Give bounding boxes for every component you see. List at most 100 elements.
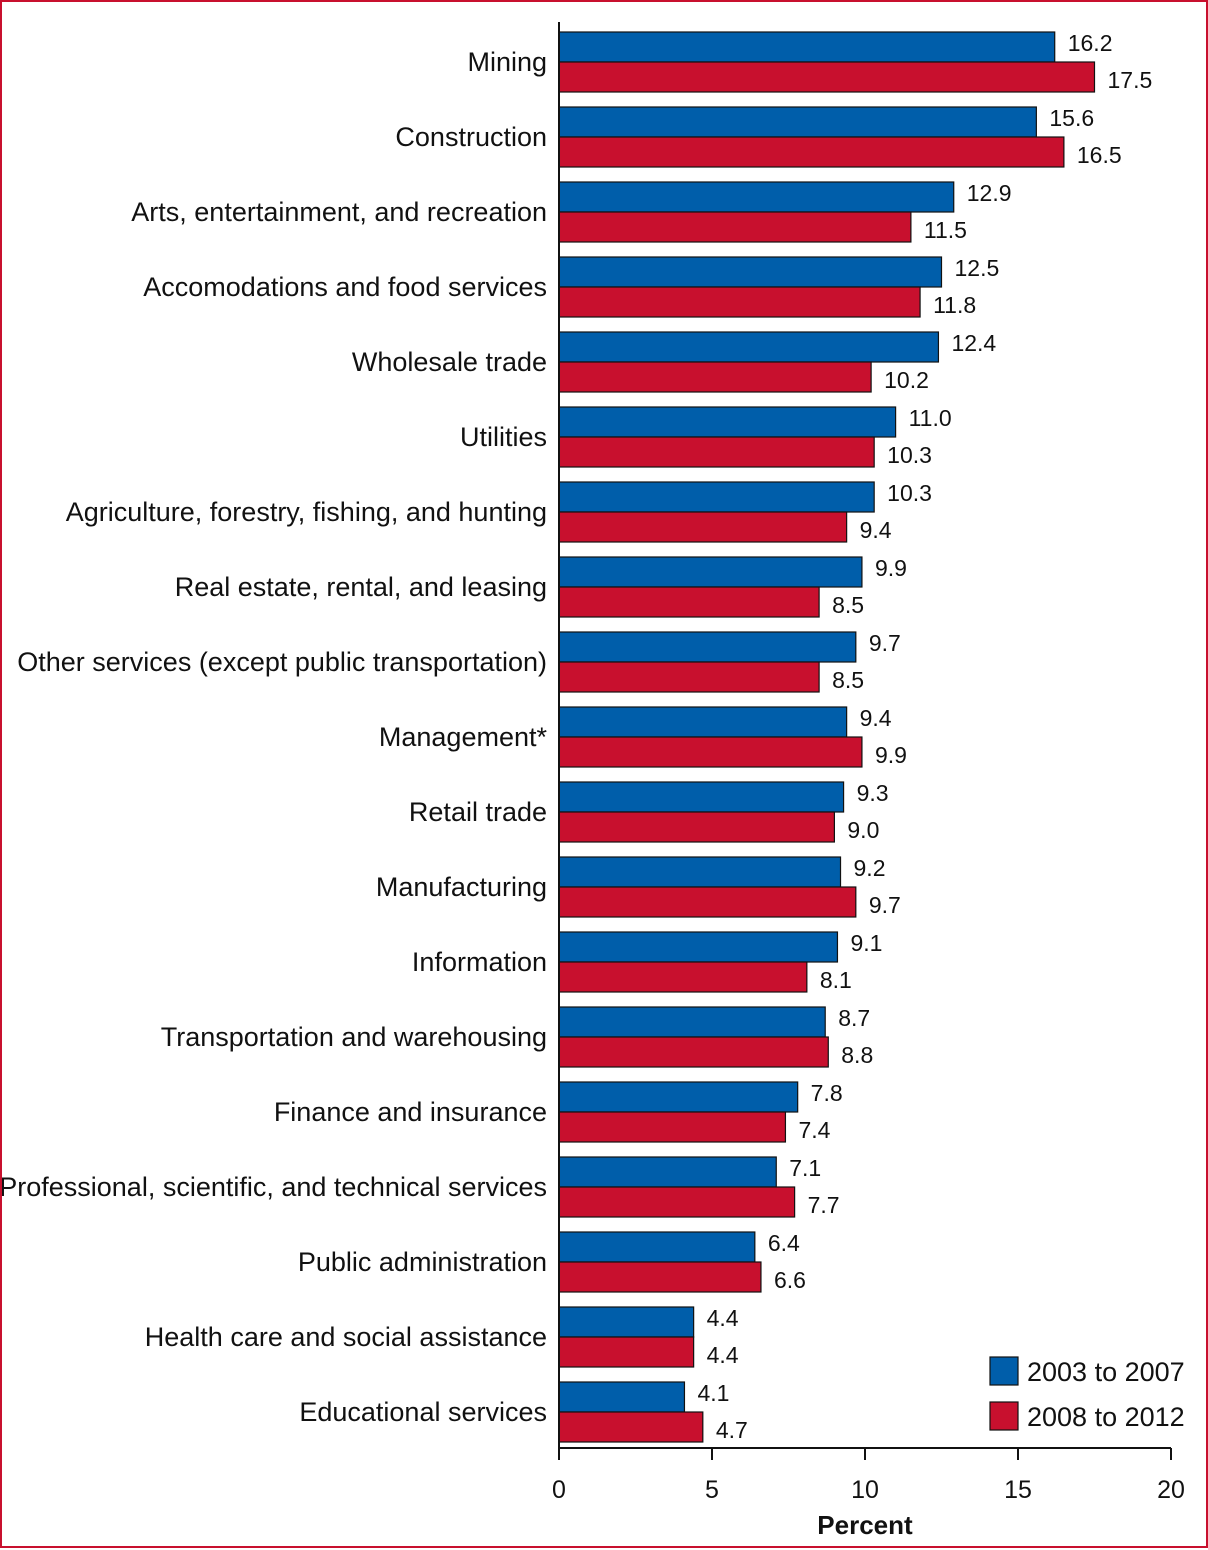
data-label: 16.2 <box>1068 30 1113 56</box>
category-label: Wholesale trade <box>352 347 547 377</box>
data-label: 6.6 <box>774 1267 806 1293</box>
data-label: 17.5 <box>1108 67 1153 93</box>
bar-2003-2007 <box>558 856 842 888</box>
data-label: 7.4 <box>798 1117 830 1143</box>
bar-2003-2007 <box>558 106 1037 138</box>
bar-2008-2012 <box>558 586 820 618</box>
bar-2008-2012 <box>558 1336 695 1368</box>
data-label: 9.7 <box>869 630 901 656</box>
bar-2008-2012 <box>558 286 921 318</box>
data-label: 10.3 <box>887 480 932 506</box>
data-label: 8.5 <box>832 592 864 618</box>
data-label: 7.1 <box>789 1155 821 1181</box>
category-label: Information <box>412 947 547 977</box>
value-labels: 16.2 17.5 15.6 16.5 12.911.5 12.5 11.8 12.4 10.2… <box>697 30 1152 1443</box>
bar-2008-2012 <box>558 211 912 243</box>
data-label: 10.3 <box>887 442 932 468</box>
bar-2008-2012 <box>558 436 875 468</box>
data-label: 9.9 <box>875 555 907 581</box>
data-label: 9.9 <box>875 742 907 768</box>
bar-2008-2012 <box>558 136 1065 168</box>
category-label: Finance and insurance <box>274 1097 547 1127</box>
bar-2008-2012 <box>558 511 848 543</box>
category-label: Management* <box>379 722 548 752</box>
category-label: Accomodations and food services <box>143 272 547 302</box>
bar-2003-2007 <box>558 781 845 813</box>
bar-2003-2007 <box>558 331 940 363</box>
bar-2008-2012 <box>558 361 872 393</box>
data-label: 9.2 <box>854 855 886 881</box>
category-label: Agriculture, forestry, fishing, and hunt… <box>66 497 547 527</box>
category-label: Public administration <box>298 1247 547 1277</box>
data-label: 9.4 <box>860 705 892 731</box>
x-tick-label: 0 <box>552 1476 566 1504</box>
bar-2003-2007 <box>558 556 863 588</box>
legend-swatch-2008-2012 <box>989 1401 1019 1431</box>
bar-2008-2012 <box>558 961 808 993</box>
data-label: 6.4 <box>768 1230 800 1256</box>
data-label: 4.1 <box>697 1380 729 1406</box>
data-label: 8.8 <box>841 1042 873 1068</box>
legend: 2003 to 2007 2008 to 2012 <box>989 1356 1185 1432</box>
data-label: 8.5 <box>832 667 864 693</box>
bar-2008-2012 <box>558 811 835 843</box>
category-label: Health care and social assistance <box>145 1322 547 1352</box>
data-label: 12.4 <box>951 330 996 356</box>
bar-2008-2012 <box>558 61 1096 93</box>
bar-2008-2012 <box>558 736 863 768</box>
data-label: 9.0 <box>847 817 879 843</box>
x-tick-label: 10 <box>851 1476 879 1504</box>
category-label: Utilities <box>460 422 547 452</box>
data-label: 11.0 <box>909 405 952 431</box>
category-label: Other services (except public transporta… <box>17 647 547 677</box>
category-label: Retail trade <box>409 797 547 827</box>
category-label: Professional, scientific, and technical … <box>2 1172 547 1202</box>
legend-swatch-2003-2007 <box>989 1356 1019 1386</box>
data-label: 7.7 <box>808 1192 840 1218</box>
data-label: 12.9 <box>967 180 1012 206</box>
category-label: Transportation and warehousing <box>161 1022 547 1052</box>
bar-2003-2007 <box>558 1381 686 1413</box>
bar-2003-2007 <box>558 1081 799 1113</box>
bar-2008-2012 <box>558 661 820 693</box>
bar-2003-2007 <box>558 1156 777 1188</box>
bar-2008-2012 <box>558 1261 762 1293</box>
legend-label: 2008 to 2012 <box>1027 1402 1185 1432</box>
bar-2008-2012 <box>558 1036 829 1068</box>
data-label: 4.4 <box>707 1342 739 1368</box>
data-label: 8.1 <box>820 967 852 993</box>
legend-label: 2003 to 2007 <box>1027 1357 1185 1387</box>
bar-2003-2007 <box>558 1006 826 1038</box>
bar-2003-2007 <box>558 931 839 963</box>
bar-2003-2007 <box>558 706 848 738</box>
bar-2008-2012 <box>558 1411 704 1443</box>
bar-2003-2007 <box>558 631 857 663</box>
data-label: 9.7 <box>869 892 901 918</box>
bar-2003-2007 <box>558 406 897 438</box>
data-label: 16.5 <box>1077 142 1122 168</box>
bars-group <box>558 31 1096 1443</box>
data-label: 7.8 <box>811 1080 843 1106</box>
data-label: 15.6 <box>1049 105 1094 131</box>
bar-2003-2007 <box>558 181 955 213</box>
bar-2008-2012 <box>558 1111 787 1143</box>
category-label: Mining <box>467 47 547 77</box>
x-tick-label: 5 <box>705 1476 719 1504</box>
data-label: 10.2 <box>884 367 929 393</box>
data-label: 9.3 <box>857 780 889 806</box>
x-axis-title: Percent <box>817 1510 913 1540</box>
bar-2003-2007 <box>558 1306 695 1338</box>
category-label: Real estate, rental, and leasing <box>175 572 547 602</box>
data-label: 9.4 <box>860 517 892 543</box>
data-label: 8.7 <box>838 1005 870 1031</box>
data-label: 11.5 <box>924 217 967 243</box>
bar-2003-2007 <box>558 1231 756 1263</box>
x-tick-label: 15 <box>1004 1476 1032 1504</box>
x-axis: 0 5 10 15 20 Percent <box>552 22 1185 1540</box>
category-label: Construction <box>395 122 547 152</box>
category-label: Manufacturing <box>376 872 547 902</box>
data-label: 12.5 <box>955 255 1000 281</box>
data-label: 9.1 <box>850 930 882 956</box>
